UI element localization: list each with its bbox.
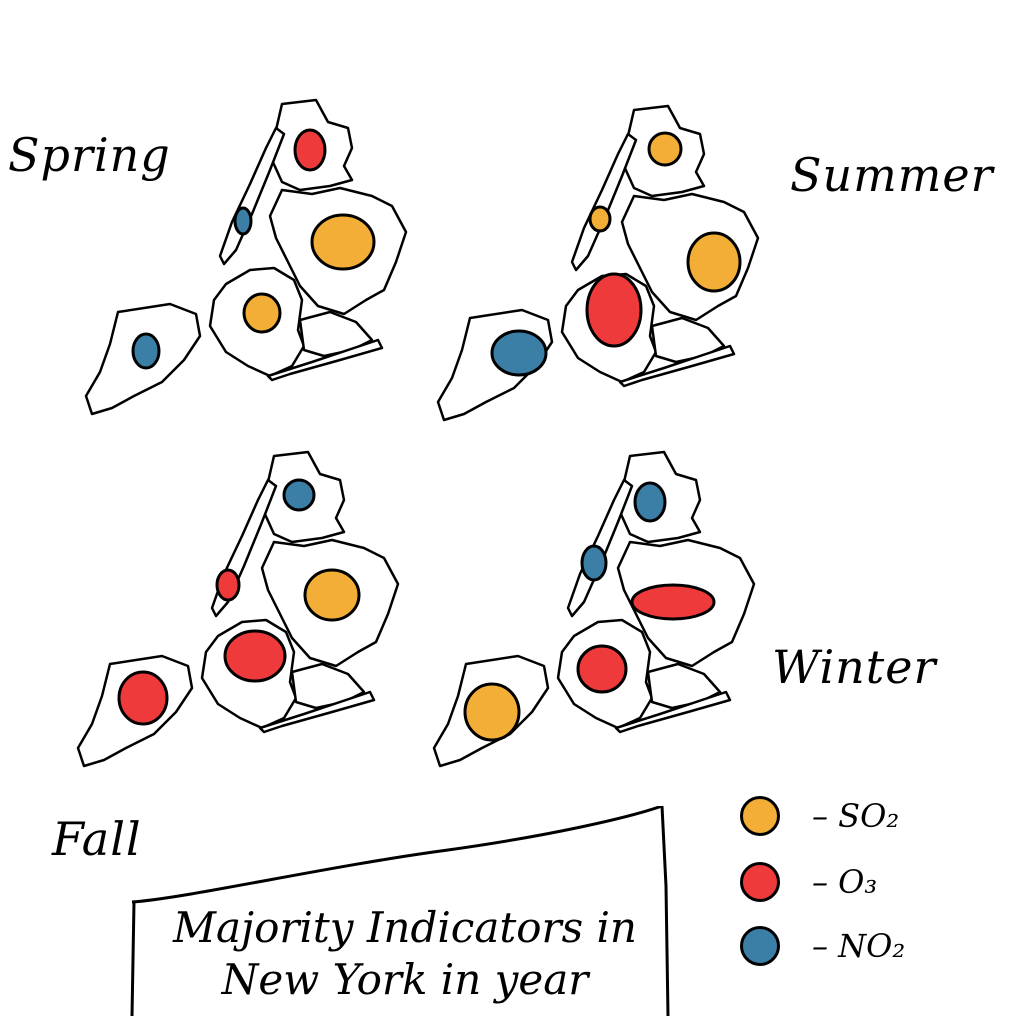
legend-item-so2: – SO₂ bbox=[738, 794, 1018, 840]
borough-outline-beach bbox=[258, 690, 376, 734]
indicator-summer-manhattan bbox=[588, 205, 612, 233]
legend-label-so2: – SO₂ bbox=[812, 797, 900, 835]
indicator-winter-brooklyn bbox=[576, 644, 628, 694]
indicator-winter-staten-island bbox=[463, 682, 521, 742]
indicator-fall-staten-island bbox=[117, 670, 169, 726]
legend-label-o3: – O₃ bbox=[812, 863, 878, 901]
legend-swatch-no2 bbox=[740, 926, 780, 966]
map-spring bbox=[84, 98, 408, 416]
title-box: Majority Indicators in New York in year bbox=[128, 806, 670, 1016]
season-label-fall: Fall bbox=[52, 812, 142, 866]
map-fall bbox=[76, 450, 400, 768]
indicator-winter-bronx bbox=[633, 481, 667, 523]
title-line-2: New York in year bbox=[221, 955, 589, 1004]
legend-label-no2: – NO₂ bbox=[812, 927, 906, 965]
map-summer bbox=[436, 104, 760, 422]
season-label-spring: Spring bbox=[8, 128, 171, 182]
indicator-spring-staten-island bbox=[131, 332, 161, 370]
indicator-fall-bronx bbox=[282, 478, 316, 512]
legend-item-o3: – O₃ bbox=[738, 860, 1018, 906]
title-line-1: Majority Indicators in bbox=[173, 903, 637, 952]
borough-outline-beach bbox=[614, 690, 732, 734]
indicator-summer-staten-island bbox=[490, 329, 548, 377]
indicator-fall-queens bbox=[303, 568, 361, 622]
indicator-fall-brooklyn bbox=[223, 629, 287, 683]
legend-swatch-so2 bbox=[740, 796, 780, 836]
borough-outline-beach bbox=[266, 338, 384, 382]
indicator-spring-bronx bbox=[293, 128, 327, 172]
season-label-summer: Summer bbox=[790, 148, 994, 202]
indicator-winter-queens bbox=[630, 583, 716, 621]
legend-swatch-o3 bbox=[740, 862, 780, 902]
map-winter bbox=[432, 450, 756, 768]
indicator-winter-manhattan bbox=[580, 544, 608, 582]
indicator-fall-manhattan bbox=[215, 568, 241, 602]
indicator-spring-brooklyn bbox=[242, 292, 282, 334]
chart-title: Majority Indicators in New York in year bbox=[150, 902, 660, 1006]
legend-item-no2: – NO₂ bbox=[738, 924, 1018, 970]
indicator-summer-queens bbox=[686, 231, 742, 293]
legend: – SO₂ – O₃ – NO₂ bbox=[738, 794, 1018, 974]
borough-outline-manhattan bbox=[570, 132, 638, 272]
borough-outline-beach bbox=[618, 344, 736, 388]
indicator-summer-brooklyn bbox=[585, 272, 643, 348]
season-label-winter: Winter bbox=[772, 640, 937, 694]
borough-outline-manhattan bbox=[218, 126, 286, 266]
indicator-summer-bronx bbox=[647, 131, 683, 167]
indicator-spring-queens bbox=[310, 213, 376, 271]
title-box-frame bbox=[130, 806, 670, 1016]
indicator-spring-manhattan bbox=[233, 206, 253, 236]
